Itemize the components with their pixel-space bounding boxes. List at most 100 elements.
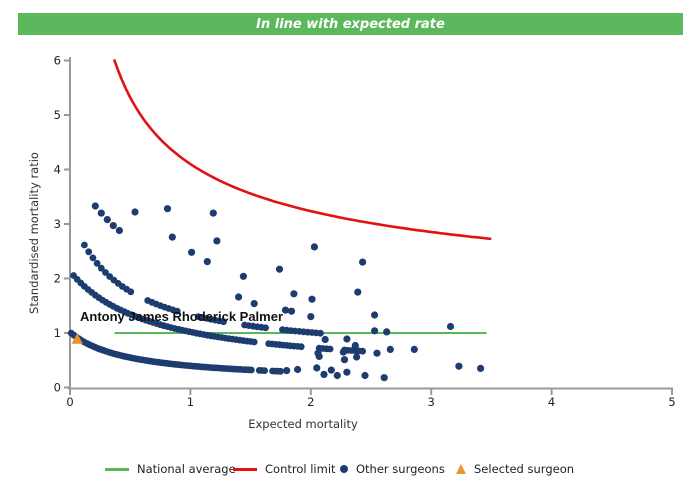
surgeon-dot[interactable] [315,352,323,360]
surgeon-dot[interactable] [410,345,418,353]
selected-surgeon-triangle-swatch [456,464,466,474]
x-tick-label: 1 [187,395,194,409]
y-tick-label: 4 [54,163,61,177]
surgeon-dot[interactable] [307,313,315,321]
surgeon-dot[interactable] [97,264,105,272]
surgeon-dot[interactable] [261,367,268,374]
y-tick-label: 0 [54,381,61,395]
x-tick-label: 2 [307,395,314,409]
legend-label: National average [137,462,236,476]
selected-surgeon-marker[interactable] [71,333,83,344]
selected-surgeon-label: Antony James Rhoderick Palmer [80,309,284,324]
funnel-plot-chart: 0 1 2 3 4 5 0 1 2 3 4 5 6 [54,54,676,410]
surgeon-dot[interactable] [103,216,111,224]
surgeon-dot[interactable] [250,300,258,308]
y-tick-label: 6 [54,54,61,68]
legend-label: Control limit [265,462,336,476]
surgeon-dot[interactable] [163,205,172,213]
surgeon-dot[interactable] [371,311,379,319]
surgeon-dot[interactable] [294,365,302,374]
surgeon-dot[interactable] [320,370,328,378]
surgeon-dot[interactable] [340,356,349,364]
chart-legend: National average Control limit Other sur… [0,461,700,477]
surgeon-dot[interactable] [89,254,97,262]
surgeon-dot[interactable] [373,349,381,357]
surgeon-dot[interactable] [380,374,388,382]
surgeon-dot[interactable] [213,237,221,245]
surgeon-dot[interactable] [281,306,290,314]
surgeon-dot[interactable] [115,226,123,235]
surgeon-dot[interactable] [235,293,243,301]
surgeon-dot[interactable] [239,272,247,280]
y-tick-label: 2 [54,272,61,286]
status-banner-text: In line with expected rate [256,16,445,32]
x-tick-label: 3 [428,395,435,409]
surgeon-dot[interactable] [308,295,316,303]
surgeon-dot[interactable] [168,233,176,241]
surgeon-dot[interactable] [209,209,217,217]
surgeon-dot[interactable] [250,338,258,346]
x-tick-label: 5 [668,395,675,409]
x-tick-label: 0 [66,395,73,409]
surgeon-dot[interactable] [109,222,117,230]
x-axis-title: Expected mortality [248,417,358,431]
surgeon-dot[interactable] [343,335,351,343]
surgeon-dot[interactable] [339,348,347,356]
surgeon-dot[interactable] [361,371,369,380]
legend-item-other-surgeons: Other surgeons [340,461,445,477]
surgeon-dot[interactable] [85,248,93,256]
surgeon-dot[interactable] [188,248,196,256]
surgeon-dot[interactable] [203,258,211,266]
y-axis-title: Standardised mortality ratio [27,152,41,314]
surgeon-dot[interactable] [477,364,485,372]
surgeon-dot[interactable] [383,328,391,336]
surgeon-dot[interactable] [297,343,305,351]
surgeon-dot[interactable] [247,366,255,374]
y-tick-label: 3 [54,217,61,231]
surgeon-dot[interactable] [317,329,324,337]
surgeon-dot[interactable] [353,353,361,361]
other-surgeons-dot-swatch [340,465,348,473]
surgeon-dot[interactable] [290,290,298,298]
surgeon-dot[interactable] [455,362,463,370]
y-tick-label: 5 [54,108,61,122]
surgeon-dot[interactable] [343,368,351,376]
surgeon-dot[interactable] [131,208,139,216]
surgeon-dot[interactable] [313,364,321,372]
surgeon-dot[interactable] [81,241,88,249]
surgeon-dot[interactable] [277,367,284,375]
surgeon-dot[interactable] [91,202,99,210]
control-limit-curve [113,59,492,241]
surgeon-dot[interactable] [127,288,135,296]
surgeon-dot[interactable] [220,318,227,326]
surgeon-dot[interactable] [354,288,362,296]
legend-item-selected-surgeon: Selected surgeon [456,461,574,477]
surgeon-dot[interactable] [173,307,181,315]
control-limit-line-swatch [233,467,257,471]
surgeon-dot[interactable] [359,347,366,355]
surgeon-dot[interactable] [283,367,291,375]
x-tick-label: 4 [548,395,555,409]
legend-label: Other surgeons [356,462,445,476]
status-banner: In line with expected rate [18,13,683,35]
legend-label: Selected surgeon [474,462,575,476]
surgeon-dot[interactable] [310,243,318,251]
y-tick-label: 1 [54,326,61,340]
surgeon-dot[interactable] [333,371,341,380]
surgeon-dot[interactable] [321,335,329,344]
surgeon-dot[interactable] [326,345,334,353]
surgeon-dot[interactable] [351,341,359,350]
legend-item-control-limit: Control limit [233,461,336,477]
surgeon-dot[interactable] [446,322,455,331]
surgeon-dot[interactable] [327,366,335,374]
surgeon-dot[interactable] [359,258,367,266]
surgeon-dot[interactable] [371,327,379,335]
surgeon-dot[interactable] [262,324,269,332]
surgeon-dot[interactable] [275,265,284,273]
surgeon-dot[interactable] [386,345,394,353]
surgeon-dot[interactable] [97,209,105,217]
surgeon-dot[interactable] [93,259,101,267]
surgeon-dot[interactable] [287,307,296,315]
legend-item-national-average: National average [105,461,236,477]
